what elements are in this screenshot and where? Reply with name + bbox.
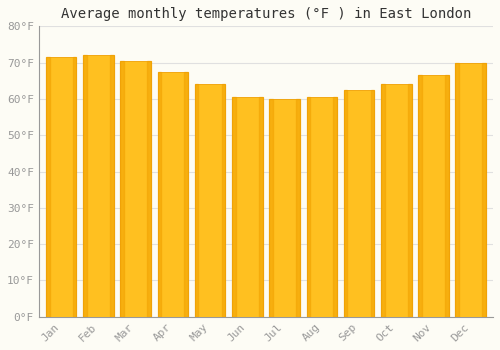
Bar bbox=[418, 75, 448, 317]
Bar bbox=[482, 63, 486, 317]
Bar bbox=[445, 75, 448, 317]
Bar bbox=[184, 72, 188, 317]
Bar bbox=[381, 84, 384, 317]
Bar bbox=[334, 97, 337, 317]
Bar bbox=[381, 84, 412, 317]
Bar bbox=[110, 55, 114, 317]
Bar bbox=[270, 99, 300, 317]
Bar bbox=[232, 97, 235, 317]
Bar bbox=[296, 99, 300, 317]
Bar bbox=[72, 57, 76, 317]
Bar bbox=[120, 61, 151, 317]
Bar bbox=[418, 75, 422, 317]
Bar bbox=[83, 55, 87, 317]
Bar bbox=[456, 63, 486, 317]
Bar bbox=[408, 84, 412, 317]
Bar bbox=[370, 90, 374, 317]
Bar bbox=[120, 61, 124, 317]
Bar bbox=[147, 61, 151, 317]
Title: Average monthly temperatures (°F ) in East London: Average monthly temperatures (°F ) in Ea… bbox=[60, 7, 471, 21]
Bar bbox=[232, 97, 262, 317]
Bar bbox=[259, 97, 262, 317]
Bar bbox=[158, 72, 188, 317]
Bar bbox=[158, 72, 161, 317]
Bar bbox=[306, 97, 310, 317]
Bar bbox=[456, 63, 459, 317]
Bar bbox=[83, 55, 114, 317]
Bar bbox=[306, 97, 337, 317]
Bar bbox=[46, 57, 76, 317]
Bar bbox=[46, 57, 50, 317]
Bar bbox=[344, 90, 347, 317]
Bar bbox=[270, 99, 273, 317]
Bar bbox=[222, 84, 226, 317]
Bar bbox=[195, 84, 226, 317]
Bar bbox=[195, 84, 198, 317]
Bar bbox=[344, 90, 374, 317]
